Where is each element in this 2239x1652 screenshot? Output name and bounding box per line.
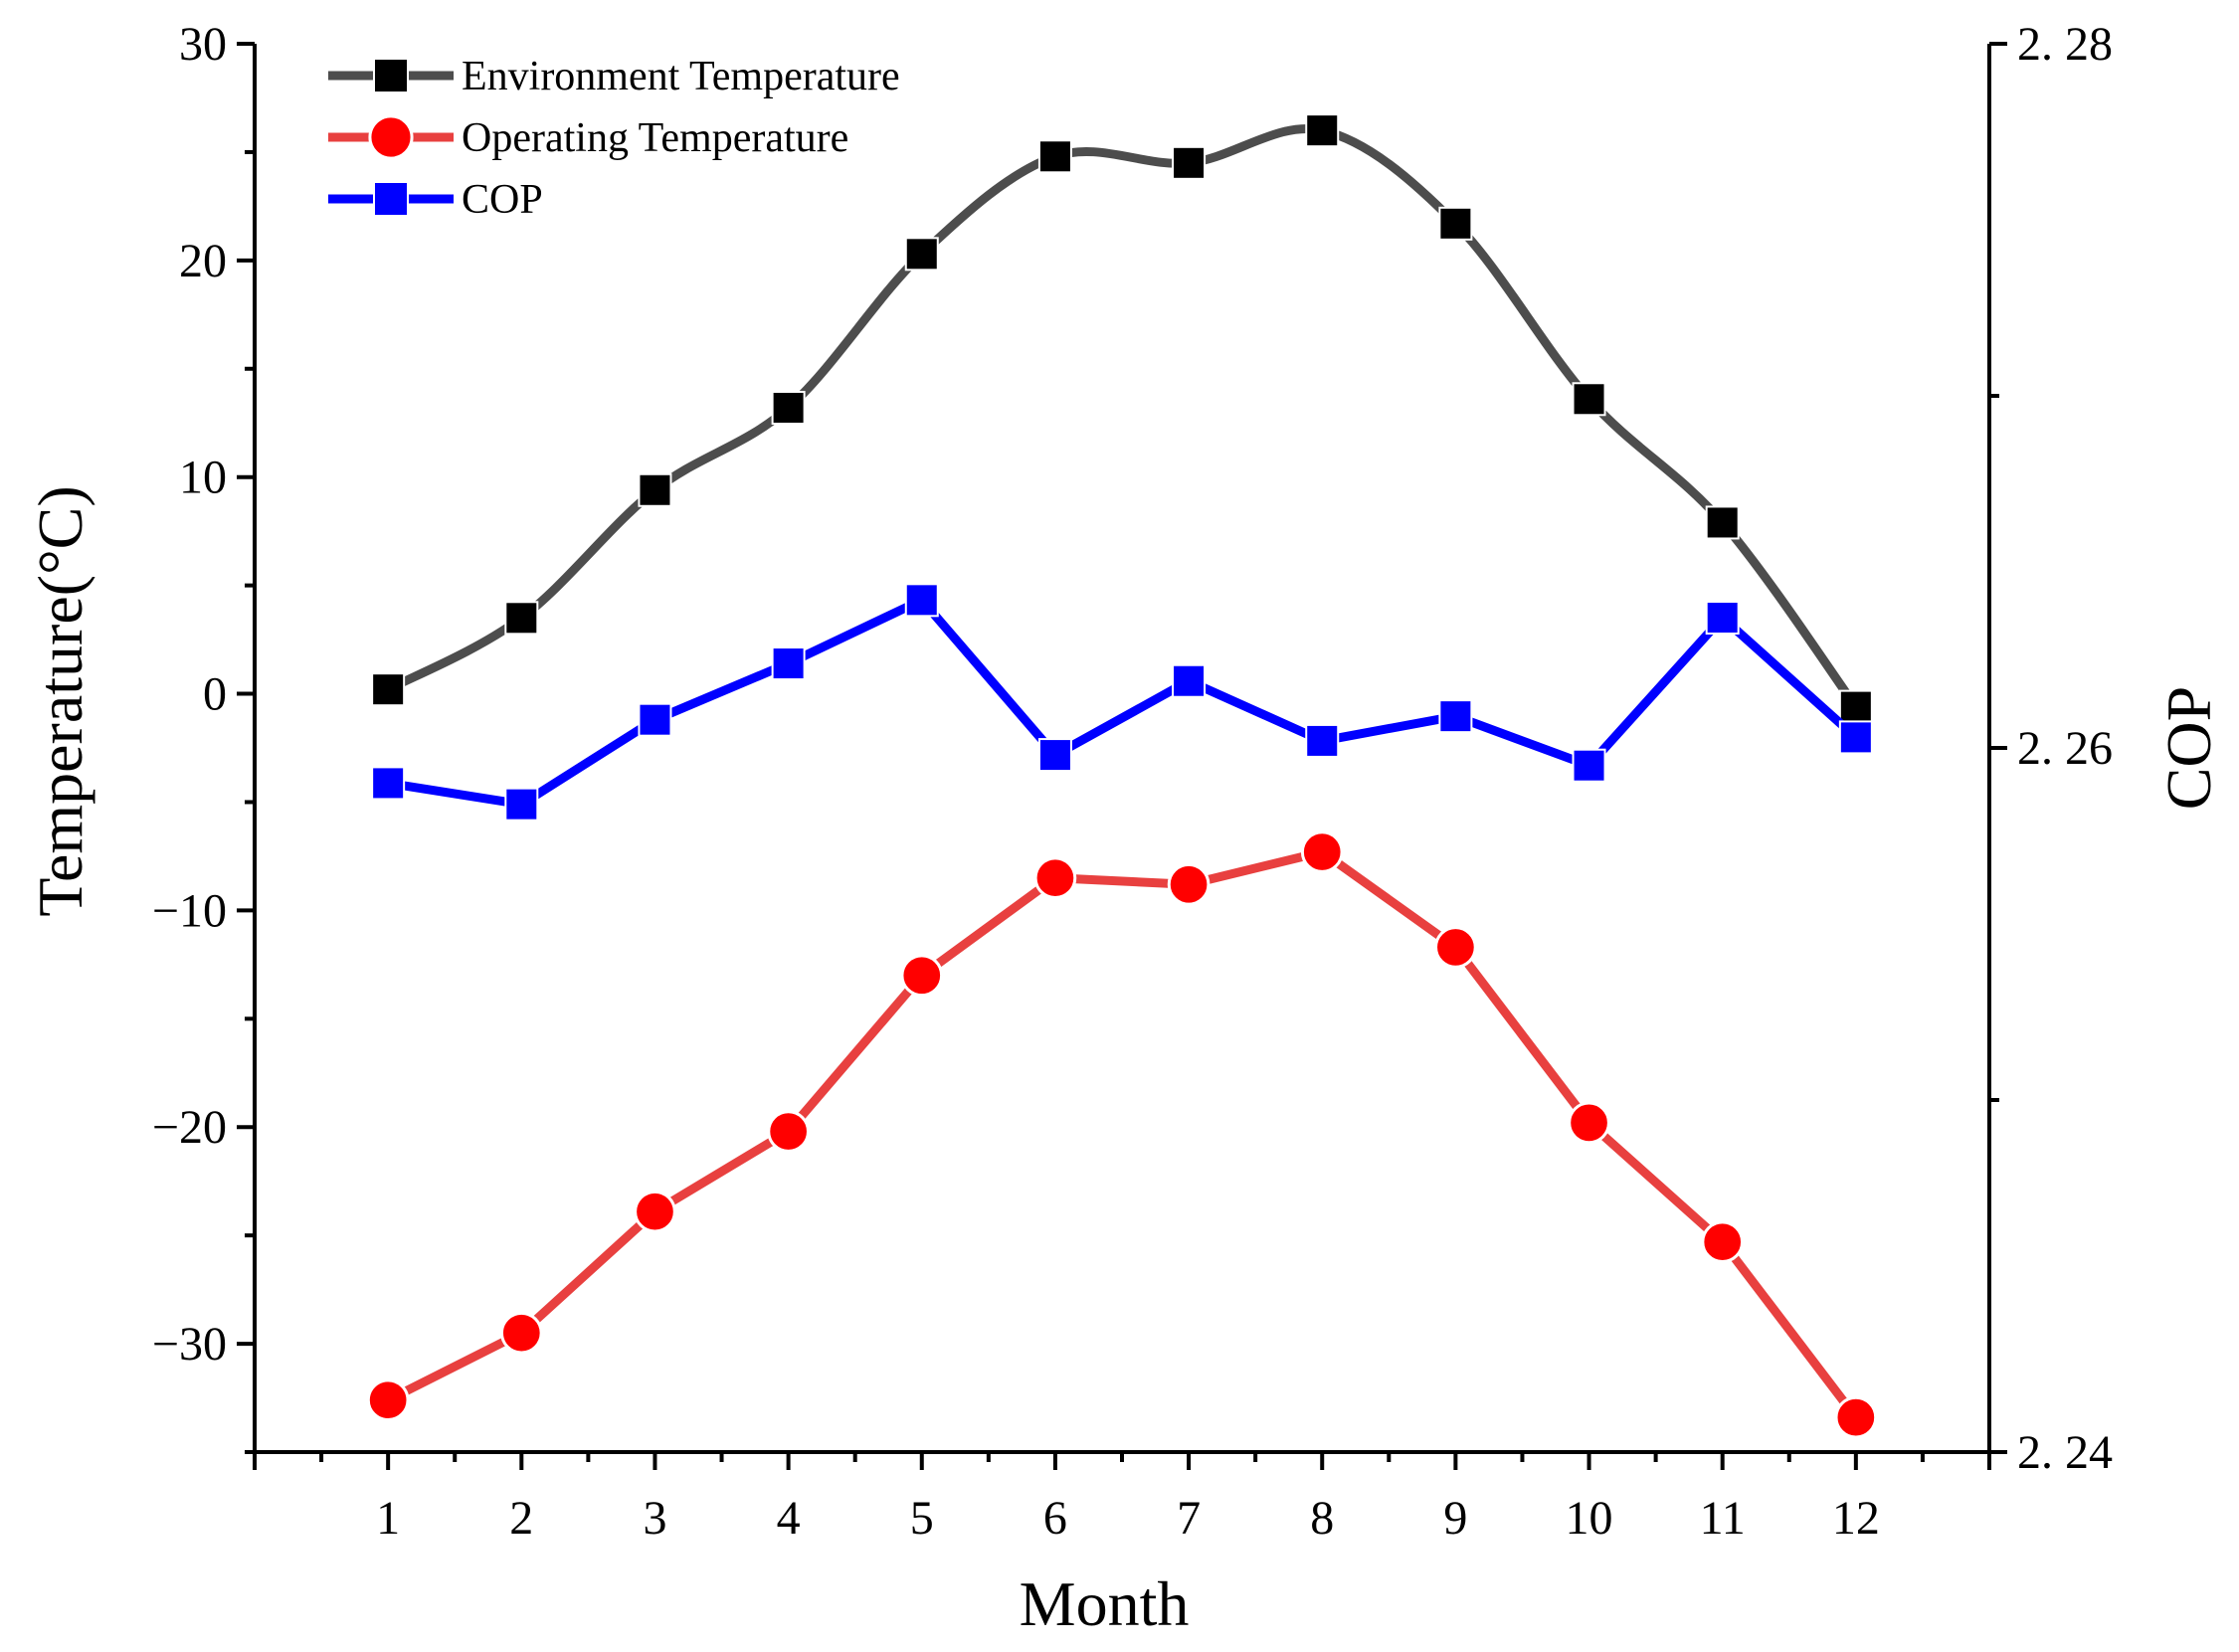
data-point-cop xyxy=(1037,738,1072,773)
x-tick-label: 1 xyxy=(376,1492,400,1545)
x-tick-label: 10 xyxy=(1566,1492,1613,1545)
data-point-cop xyxy=(1305,723,1340,758)
data-point-operating-temperature xyxy=(499,1311,543,1355)
data-point-operating-temperature xyxy=(767,1110,810,1153)
data-point-cop xyxy=(1438,699,1473,734)
series-cop xyxy=(371,583,1873,822)
data-point-environment-temperature xyxy=(504,601,539,636)
data-point-cop xyxy=(1172,663,1207,698)
data-point-cop xyxy=(771,646,806,681)
data-point-environment-temperature xyxy=(771,390,806,425)
data-point-operating-temperature xyxy=(1701,1220,1745,1264)
data-point-environment-temperature xyxy=(638,472,672,507)
x-tick-label: 8 xyxy=(1310,1492,1334,1545)
data-point-environment-temperature xyxy=(1572,382,1606,417)
data-point-cop xyxy=(371,766,406,801)
legend-marker-environment-temperature xyxy=(373,58,409,93)
x-tick-label: 11 xyxy=(1700,1492,1746,1545)
x-tick-label: 9 xyxy=(1443,1492,1467,1545)
legend-item-cop: COP xyxy=(328,177,543,223)
data-point-operating-temperature xyxy=(1568,1101,1610,1145)
series-layer xyxy=(366,113,1878,1439)
y2-tick-label: 2. 28 xyxy=(2017,18,2113,71)
x-tick-label: 5 xyxy=(910,1492,934,1545)
data-point-cop xyxy=(1572,748,1606,783)
data-point-environment-temperature xyxy=(1705,505,1740,540)
y-tick-label: 10 xyxy=(179,452,227,504)
series-line-cop xyxy=(383,595,1861,810)
legend-marker-operating-temperature xyxy=(368,114,414,160)
y-axis-title: Temperature(°C) xyxy=(25,485,95,916)
y-tick-label: −20 xyxy=(152,1101,227,1154)
y-tick-label: 20 xyxy=(179,235,227,287)
y2-axis-title: COP xyxy=(2153,686,2224,811)
x-tick-label: 12 xyxy=(1832,1492,1880,1545)
data-point-environment-temperature xyxy=(1172,145,1207,180)
legend: Environment Temperature Operating Tempera… xyxy=(328,54,900,223)
x-axis-title: Month xyxy=(1020,1568,1190,1639)
data-point-environment-temperature xyxy=(371,672,406,707)
x-tick-label: 2 xyxy=(509,1492,533,1545)
legend-item-environment-temperature: Environment Temperature xyxy=(328,54,900,99)
data-point-operating-temperature xyxy=(634,1190,676,1233)
data-point-cop xyxy=(1705,601,1740,636)
data-point-operating-temperature xyxy=(366,1378,410,1422)
y-tick-label: 30 xyxy=(179,18,227,71)
data-point-operating-temperature xyxy=(1434,926,1477,969)
data-point-operating-temperature xyxy=(1033,856,1077,900)
y-tick-label: 0 xyxy=(203,668,227,721)
y2-tick-label: 2. 26 xyxy=(2017,722,2113,775)
legend-label-cop: COP xyxy=(462,177,543,223)
series-line-operating-temperature xyxy=(383,847,1861,1422)
legend-label-environment-temperature: Environment Temperature xyxy=(462,54,900,99)
legend-marker-cop xyxy=(373,181,409,217)
x-tick-label: 3 xyxy=(643,1492,666,1545)
data-point-cop xyxy=(638,702,672,737)
data-point-operating-temperature xyxy=(1300,830,1344,873)
data-point-environment-temperature xyxy=(904,237,939,272)
data-point-environment-temperature xyxy=(1438,206,1473,241)
data-point-environment-temperature xyxy=(1305,113,1340,148)
y-tick-label: −10 xyxy=(152,884,227,937)
data-point-environment-temperature xyxy=(1037,139,1072,174)
x-tick-label: 6 xyxy=(1043,1492,1067,1545)
data-point-environment-temperature xyxy=(1838,689,1873,724)
data-point-cop xyxy=(504,787,539,822)
data-point-operating-temperature xyxy=(1834,1395,1878,1439)
data-point-cop xyxy=(904,583,939,618)
x-tick-label: 4 xyxy=(777,1492,801,1545)
series-operating-temperature xyxy=(366,830,1878,1439)
data-point-operating-temperature xyxy=(900,954,944,998)
legend-item-operating-temperature: Operating Temperature xyxy=(328,114,848,161)
data-point-cop xyxy=(1838,720,1873,755)
y2-tick-label: 2. 24 xyxy=(2017,1426,2113,1479)
y-tick-label: −30 xyxy=(152,1318,227,1371)
x-tick-label: 7 xyxy=(1177,1492,1201,1545)
data-point-operating-temperature xyxy=(1167,862,1211,906)
legend-label-operating-temperature: Operating Temperature xyxy=(462,115,848,161)
series-line-environment-temperature xyxy=(383,124,1861,712)
series-environment-temperature xyxy=(371,113,1873,724)
